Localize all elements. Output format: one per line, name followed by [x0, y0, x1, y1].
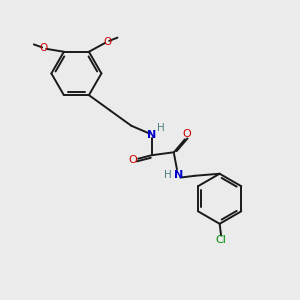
Text: O: O: [129, 155, 137, 165]
Text: N: N: [174, 169, 183, 180]
Text: H: H: [157, 123, 165, 133]
Text: N: N: [147, 130, 157, 140]
Text: Cl: Cl: [216, 235, 226, 245]
Text: O: O: [103, 37, 112, 47]
Text: O: O: [183, 129, 191, 139]
Text: H: H: [164, 169, 172, 180]
Text: O: O: [39, 43, 48, 52]
